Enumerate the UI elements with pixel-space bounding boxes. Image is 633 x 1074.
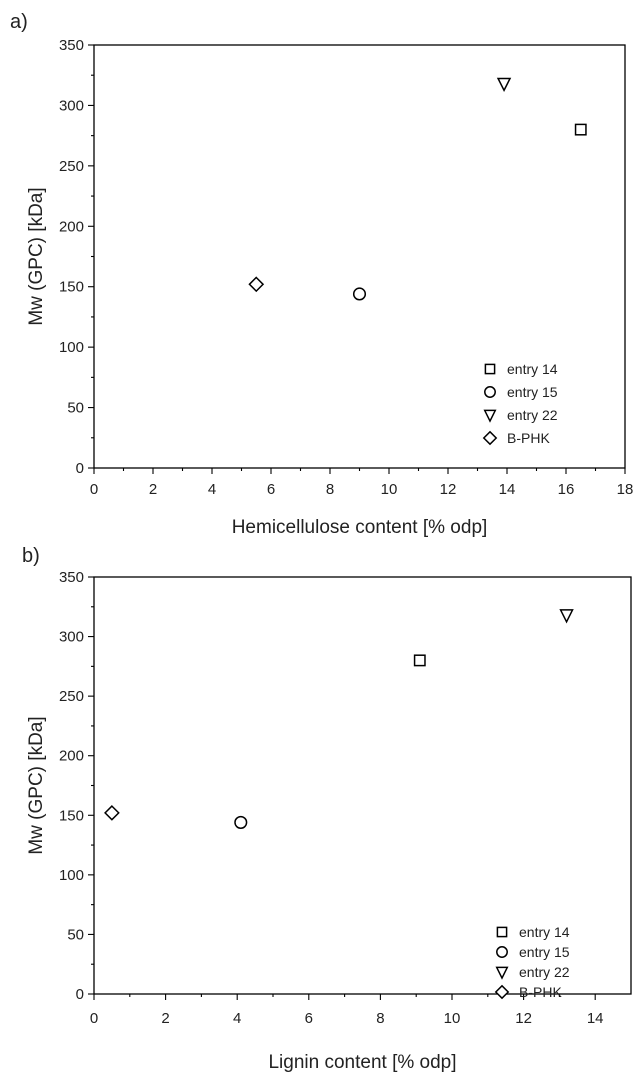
y-tick-label-b: 100 xyxy=(59,867,84,884)
x-axis-label-a: Hemicellulose content [% odp] xyxy=(232,517,488,537)
data-point-triangle-down-a xyxy=(496,77,512,93)
legend-label-b: entry 22 xyxy=(519,964,570,980)
panel-label-b: b) xyxy=(22,545,40,567)
x-tick-label-a: 8 xyxy=(326,481,334,498)
legend-label-a: entry 14 xyxy=(507,361,558,377)
legend-marker-diamond-b xyxy=(494,984,510,1000)
chart-panel-b: b) 0 2 4 6 8 10 12 14 0 50 100 150 200 250 300 350 Lignin… xyxy=(22,545,632,1073)
data-point-diamond-b xyxy=(104,805,120,821)
x-tick-label-a: 6 xyxy=(267,481,275,498)
x-tick-label-b: 8 xyxy=(376,1010,384,1027)
legend-label-a: entry 22 xyxy=(507,407,558,423)
y-tick-label-b: 50 xyxy=(67,926,84,943)
y-tick-label-a: 300 xyxy=(59,97,84,114)
data-point-triangle-down-b xyxy=(559,609,574,624)
y-axis-label-a: Mw (GPC) [kDa] xyxy=(26,187,47,325)
legend-marker-triangle-down-b xyxy=(495,966,509,980)
legend-marker-square-a xyxy=(484,363,496,375)
y-tick-label-a: 250 xyxy=(59,158,84,175)
y-tick-label-a: 0 xyxy=(76,460,84,477)
legend-label-b: entry 14 xyxy=(519,924,570,940)
x-tick-label-b: 10 xyxy=(444,1010,461,1027)
y-tick-label-a: 50 xyxy=(67,400,84,417)
data-point-circle-b xyxy=(234,815,248,829)
x-tick-label-a: 2 xyxy=(149,481,157,498)
y-tick-label-a: 150 xyxy=(59,279,84,296)
data-point-diamond-a xyxy=(248,276,265,293)
x-tick-label-b: 14 xyxy=(587,1010,604,1027)
x-tick-label-a: 0 xyxy=(90,481,98,498)
legend-marker-diamond-a xyxy=(482,430,498,446)
x-tick-label-b: 6 xyxy=(305,1010,313,1027)
legend-label-a: B-PHK xyxy=(507,430,550,446)
legend-marker-square-b xyxy=(496,926,508,938)
legend-marker-triangle-down-a xyxy=(483,409,497,423)
y-axis-label-b: Mw (GPC) [kDa] xyxy=(26,716,47,854)
legend-marker-circle-a xyxy=(484,386,496,398)
plot-frame-a xyxy=(93,44,626,469)
x-tick-label-b: 0 xyxy=(90,1010,98,1027)
y-tick-label-b: 350 xyxy=(59,569,84,586)
x-tick-label-b: 4 xyxy=(233,1010,241,1027)
x-tick-label-a: 16 xyxy=(558,481,575,498)
legend-marker-circle-b xyxy=(496,946,508,958)
y-tick-label-b: 0 xyxy=(76,986,84,1003)
y-tick-label-a: 350 xyxy=(59,37,84,54)
x-axis-label-b: Lignin content [% odp] xyxy=(268,1052,456,1073)
y-tick-label-b: 200 xyxy=(59,748,84,765)
x-tick-label-a: 12 xyxy=(440,481,457,498)
legend-label-a: entry 15 xyxy=(507,384,558,400)
legend-label-b: entry 15 xyxy=(519,944,570,960)
chart-panel-a: a) 0 2 4 6 8 10 12 14 16 18 0 50 100 150 200 250 300 350 He… xyxy=(10,11,633,537)
y-tick-label-b: 250 xyxy=(59,688,84,705)
panel-label-a: a) xyxy=(10,11,28,33)
legend-label-b: B-PHK xyxy=(519,984,562,1000)
x-tick-label-a: 18 xyxy=(617,481,633,498)
x-tick-label-a: 4 xyxy=(208,481,216,498)
y-tick-label-b: 150 xyxy=(59,807,84,824)
x-tick-label-b: 2 xyxy=(161,1010,169,1027)
y-tick-label-a: 200 xyxy=(59,218,84,235)
data-point-square-a xyxy=(574,123,587,136)
x-tick-label-b: 12 xyxy=(515,1010,532,1027)
x-tick-label-a: 10 xyxy=(381,481,398,498)
y-tick-label-a: 100 xyxy=(59,339,84,356)
data-point-circle-a xyxy=(352,287,367,301)
y-tick-label-b: 300 xyxy=(59,629,84,646)
x-tick-label-a: 14 xyxy=(499,481,516,498)
data-point-square-b xyxy=(413,654,426,667)
